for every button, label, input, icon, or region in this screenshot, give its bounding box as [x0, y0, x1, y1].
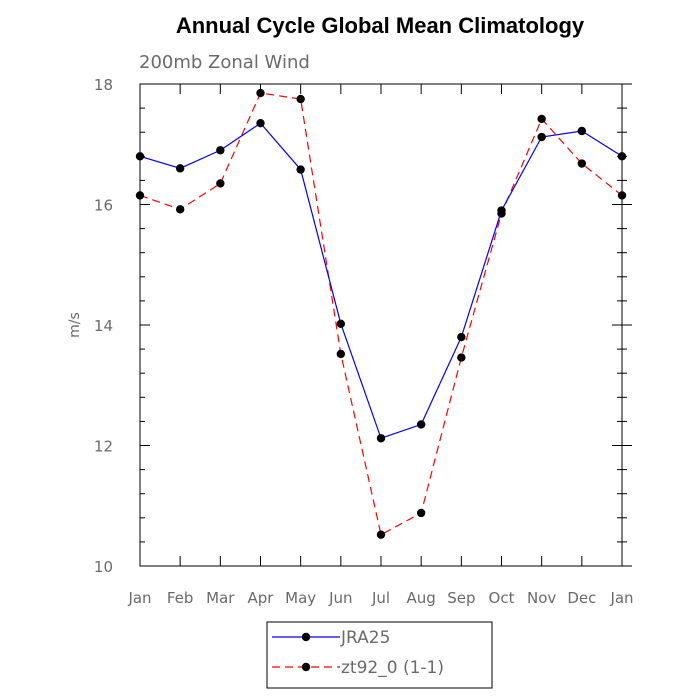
x-tick-label: Dec — [567, 589, 596, 607]
data-point — [376, 434, 386, 443]
data-point — [135, 191, 145, 200]
series-line — [139, 122, 623, 440]
legend-marker — [301, 662, 311, 672]
data-point — [577, 159, 587, 168]
legend-label: JRA25 — [340, 628, 390, 648]
x-tick-label: Oct — [489, 589, 515, 607]
data-point — [296, 94, 305, 104]
y-tick-label: 12 — [94, 438, 113, 456]
y-tick-label: 10 — [94, 558, 113, 576]
plot-frame — [139, 83, 623, 567]
series-jra25 — [135, 118, 627, 443]
x-tick-label: Jun — [328, 589, 352, 607]
data-point — [577, 126, 587, 136]
y-tick-label: 18 — [94, 76, 113, 94]
data-point — [457, 332, 466, 342]
data-point — [175, 205, 185, 214]
chart-title: Annual Cycle Global Mean Climatology — [176, 13, 585, 38]
axis-ticks — [139, 83, 632, 567]
x-tick-label: Mar — [206, 589, 235, 607]
x-tick-label: Feb — [167, 589, 194, 607]
data-point — [416, 508, 426, 518]
x-tick-label: Apr — [248, 589, 275, 607]
x-tick-label: Jan — [127, 589, 151, 607]
data-point — [617, 152, 627, 161]
legend-box — [266, 621, 493, 689]
data-point — [416, 420, 426, 429]
data-point — [617, 191, 627, 200]
legend-label: zt92_0 (1-1) — [341, 658, 444, 678]
data-point — [537, 114, 546, 124]
x-tick-label: Jan — [609, 589, 633, 607]
data-point — [256, 88, 265, 98]
series-zt92-0-1-1 — [135, 88, 627, 539]
data-point — [457, 353, 466, 362]
data-point — [336, 319, 346, 328]
x-tick-label: Jul — [371, 589, 390, 607]
y-axis-label: m/s — [67, 312, 83, 338]
x-tick-label: Nov — [527, 589, 556, 607]
y-tick-label: 14 — [94, 317, 113, 335]
x-axis-tick-labels: Jan Feb Mar Apr May Jun Jul Aug Sep Oct Nov Dec Jan — [127, 589, 633, 607]
data-point — [296, 165, 305, 174]
data-point — [336, 349, 346, 359]
x-tick-label: Sep — [447, 589, 475, 607]
legend-marker — [301, 632, 311, 642]
series-layer — [135, 88, 627, 539]
data-point — [175, 164, 185, 173]
data-point — [216, 179, 225, 188]
y-tick-label: 16 — [94, 197, 113, 215]
data-point — [537, 132, 546, 142]
y-axis-tick-labels: 10 12 14 16 18 — [94, 76, 113, 576]
x-tick-label: May — [285, 589, 316, 607]
chart-subtitle: 200mb Zonal Wind — [139, 52, 310, 73]
data-point — [376, 530, 386, 539]
data-point — [256, 118, 265, 128]
data-point — [497, 206, 506, 215]
x-tick-label: Aug — [407, 589, 436, 607]
data-point — [216, 146, 225, 155]
legend: JRA25 zt92_0 (1-1) — [266, 621, 493, 689]
series-line — [139, 92, 623, 536]
data-point — [135, 152, 145, 161]
